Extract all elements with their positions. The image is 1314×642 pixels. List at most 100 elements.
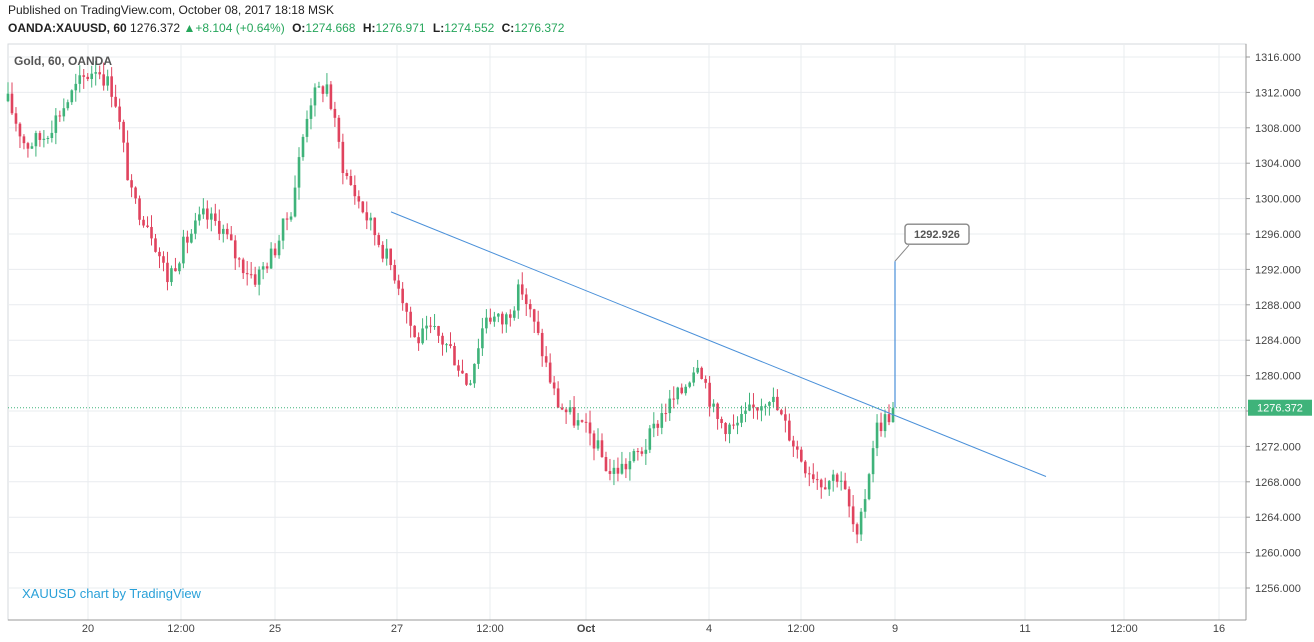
candle-body <box>413 325 416 338</box>
candle-body <box>6 93 10 102</box>
price-axis[interactable]: 1316.000 1312.000 1308.000 1304.000 1300.000… <box>1245 44 1312 620</box>
candle-body <box>345 173 349 177</box>
candle-body <box>835 474 839 482</box>
candle-body <box>823 487 827 490</box>
candle-body <box>863 499 867 512</box>
callout-box <box>904 223 970 245</box>
candle-body <box>640 451 644 454</box>
candle-body <box>672 398 676 400</box>
published-caption: Published on TradingView.com, October 08… <box>8 3 334 17</box>
high-value: 1276.971 <box>375 21 426 35</box>
candle-body <box>182 236 185 264</box>
candle-body <box>772 396 775 403</box>
candle-body <box>154 238 157 252</box>
x-tick-label: 9 <box>892 623 898 635</box>
pane-label: Gold, 60, OANDA <box>14 54 112 68</box>
candle-body <box>381 244 385 259</box>
candle-body <box>126 142 129 181</box>
candle-body <box>580 420 584 422</box>
candle-body <box>369 217 373 221</box>
candle-body <box>831 474 835 481</box>
high-label: H: <box>362 21 376 35</box>
candle-body <box>210 213 213 220</box>
candle-body <box>102 74 105 86</box>
time-axis[interactable]: 20 12:00 25 27 12:00 Oct 4 12:00 9 11 12:00 16 <box>8 619 1246 635</box>
y-tick-label: 1316.000 <box>1255 52 1301 64</box>
candle-body <box>54 115 58 133</box>
x-tick-label: 4 <box>706 623 712 635</box>
y-tick-label: 1280.000 <box>1255 371 1301 383</box>
candle-body <box>341 141 345 174</box>
candle-body <box>142 219 145 226</box>
candle-body <box>397 280 400 289</box>
candle-body <box>401 288 404 304</box>
candle-body <box>293 187 297 217</box>
candle-body <box>803 461 807 474</box>
candle-body <box>576 420 580 426</box>
candle-body <box>528 304 532 310</box>
candle-body <box>668 398 672 414</box>
candle-body <box>588 422 592 434</box>
candle-body <box>241 259 245 274</box>
candle-body <box>560 407 564 410</box>
candle-body <box>297 157 301 188</box>
y-tick-label: 1296.000 <box>1255 229 1301 241</box>
candle-body <box>532 309 536 322</box>
candle-body <box>700 367 703 379</box>
candle-body <box>784 414 787 421</box>
x-tick-label: 25 <box>269 623 281 635</box>
candle-body <box>245 273 249 275</box>
y-tick-label: 1288.000 <box>1255 300 1301 312</box>
candle-body <box>879 422 883 432</box>
candle-body <box>158 251 161 257</box>
candle-body <box>162 256 165 263</box>
candle-body <box>660 413 664 428</box>
candle-body <box>62 108 66 117</box>
y-tick-label: 1256.000 <box>1255 583 1301 595</box>
x-tick-label: 12:00 <box>167 623 195 635</box>
overlays: 1292.926 <box>8 211 1246 477</box>
candle-body <box>815 479 819 481</box>
candle-body <box>325 84 329 94</box>
candle-body <box>469 383 472 385</box>
open-value: 1274.668 <box>305 21 356 35</box>
candle-body <box>261 266 265 270</box>
candle-body <box>66 102 70 109</box>
candle-body <box>389 248 393 266</box>
candle-body <box>792 440 795 447</box>
candle-body <box>744 410 747 414</box>
candle-body <box>887 414 891 423</box>
candle-body <box>552 382 556 389</box>
x-tick-label: 11 <box>1019 623 1030 635</box>
candle-body <box>827 480 831 490</box>
y-tick-label: 1300.000 <box>1255 194 1301 206</box>
y-tick-label: 1284.000 <box>1255 335 1301 347</box>
candle-body <box>110 76 113 97</box>
candle-body <box>74 83 78 91</box>
open-label: O: <box>292 21 306 35</box>
candle-body <box>453 345 456 366</box>
x-tick-label: 12:00 <box>1110 623 1138 635</box>
candle-body <box>788 420 791 441</box>
candle-body <box>329 84 333 109</box>
candle-body <box>712 403 715 407</box>
candle-body <box>433 326 436 328</box>
close-value: 1276.372 <box>514 21 565 35</box>
candle-body <box>14 113 18 124</box>
candle-body <box>596 440 600 449</box>
candle-body <box>174 268 177 272</box>
candle-body <box>720 419 723 424</box>
candle-body <box>736 422 739 426</box>
candle-body <box>501 313 504 325</box>
candle-body <box>704 378 707 383</box>
symbol-name: OANDA:XAUUSD, 60 <box>8 21 127 35</box>
candle-body <box>257 269 261 285</box>
candle-body <box>624 463 628 470</box>
watermark-link[interactable]: XAUUSD chart by TradingView <box>22 586 202 601</box>
candle-body <box>676 387 680 400</box>
candle-body <box>520 284 524 295</box>
candle-body <box>349 176 353 186</box>
candle-body <box>505 314 508 325</box>
y-tick-label: 1304.000 <box>1255 158 1301 170</box>
